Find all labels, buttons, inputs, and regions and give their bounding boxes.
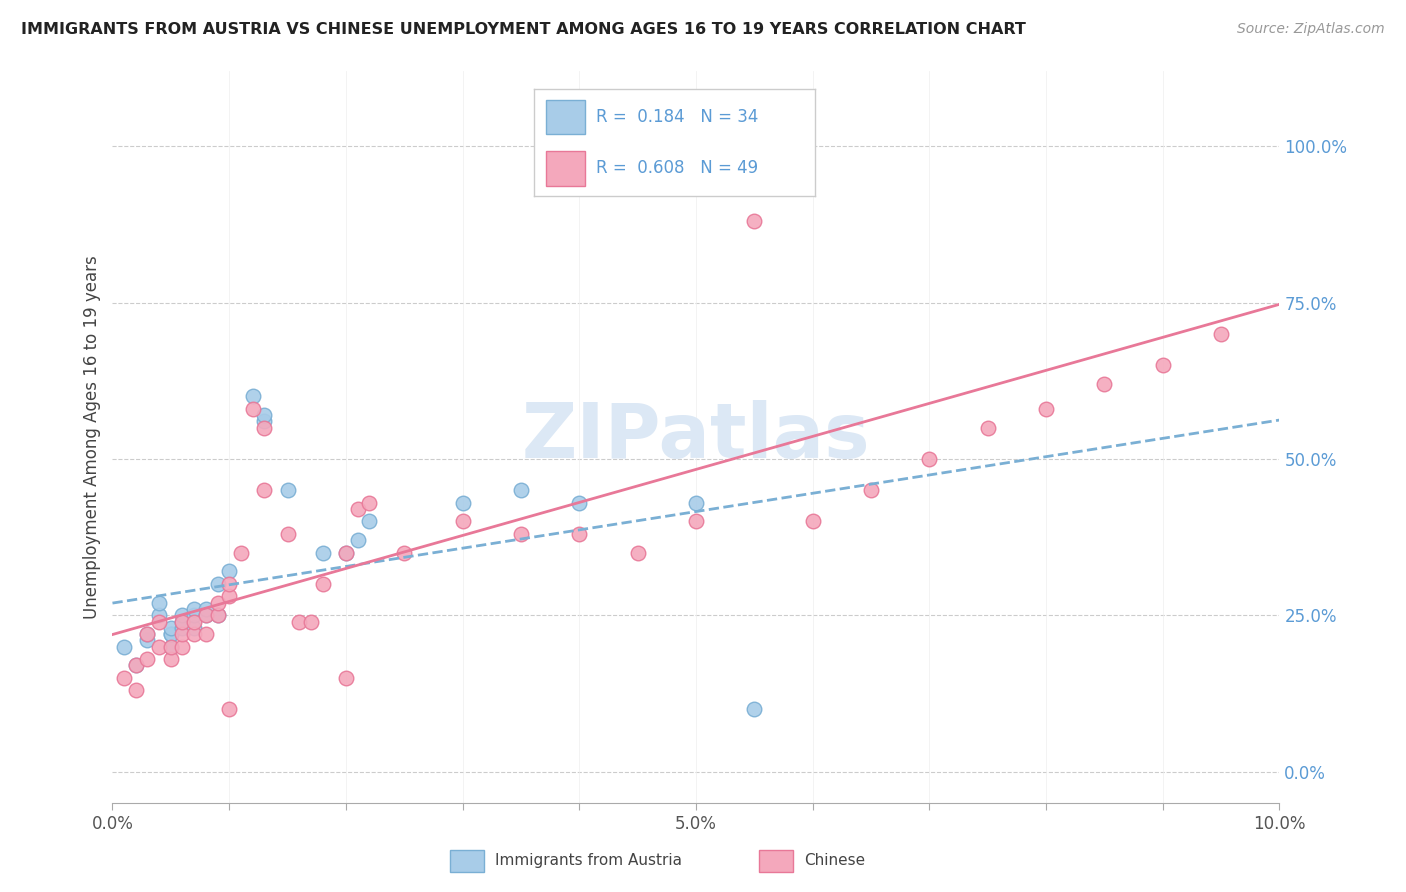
- Point: [335, 671, 357, 685]
- Point: [207, 608, 229, 623]
- Point: [288, 615, 311, 629]
- Point: [253, 414, 276, 428]
- Point: [1035, 401, 1057, 416]
- Point: [183, 615, 205, 629]
- Point: [253, 420, 276, 434]
- Point: [335, 546, 357, 560]
- Point: [160, 652, 183, 666]
- Point: [253, 483, 276, 498]
- Point: [172, 615, 194, 629]
- Point: [207, 608, 229, 623]
- Point: [335, 546, 357, 560]
- Point: [276, 483, 298, 498]
- Point: [451, 496, 474, 510]
- Point: [148, 615, 170, 629]
- Text: R =  0.608   N = 49: R = 0.608 N = 49: [596, 160, 758, 178]
- Point: [801, 515, 824, 529]
- Point: [568, 496, 591, 510]
- Point: [311, 577, 333, 591]
- Point: [172, 608, 194, 623]
- Point: [207, 577, 229, 591]
- Point: [359, 515, 381, 529]
- Point: [160, 627, 183, 641]
- Point: [112, 640, 135, 654]
- Point: [136, 627, 159, 641]
- Point: [112, 671, 135, 685]
- Point: [742, 702, 765, 716]
- Point: [148, 640, 170, 654]
- Point: [160, 621, 183, 635]
- Text: R =  0.184   N = 34: R = 0.184 N = 34: [596, 108, 758, 126]
- Point: [1152, 358, 1174, 372]
- Point: [976, 420, 998, 434]
- Point: [509, 527, 531, 541]
- Point: [359, 496, 381, 510]
- Y-axis label: Unemployment Among Ages 16 to 19 years: Unemployment Among Ages 16 to 19 years: [83, 255, 101, 619]
- Point: [125, 658, 148, 673]
- Point: [194, 627, 217, 641]
- Point: [136, 627, 159, 641]
- Point: [172, 640, 194, 654]
- Point: [1092, 376, 1115, 391]
- Bar: [450, 849, 484, 872]
- Point: [172, 615, 194, 629]
- Text: IMMIGRANTS FROM AUSTRIA VS CHINESE UNEMPLOYMENT AMONG AGES 16 TO 19 YEARS CORREL: IMMIGRANTS FROM AUSTRIA VS CHINESE UNEMP…: [21, 22, 1026, 37]
- Text: ZIPatlas: ZIPatlas: [522, 401, 870, 474]
- Point: [172, 621, 194, 635]
- Point: [148, 608, 170, 623]
- Point: [918, 452, 941, 467]
- Text: Chinese: Chinese: [804, 854, 865, 868]
- Point: [148, 596, 170, 610]
- Point: [451, 515, 474, 529]
- Point: [160, 627, 183, 641]
- Point: [626, 546, 648, 560]
- Point: [242, 389, 264, 403]
- Point: [218, 590, 240, 604]
- Point: [172, 627, 194, 641]
- Point: [125, 658, 148, 673]
- Point: [160, 640, 183, 654]
- Point: [207, 596, 229, 610]
- Point: [742, 139, 765, 153]
- Point: [136, 652, 159, 666]
- Point: [136, 633, 159, 648]
- Point: [194, 602, 217, 616]
- Bar: [546, 152, 585, 186]
- Point: [346, 502, 368, 516]
- Point: [183, 621, 205, 635]
- Point: [183, 627, 205, 641]
- Point: [685, 515, 707, 529]
- Point: [346, 533, 368, 548]
- Point: [218, 565, 240, 579]
- Bar: [546, 100, 585, 134]
- Point: [859, 483, 883, 498]
- Point: [685, 496, 707, 510]
- Point: [194, 608, 217, 623]
- Point: [1209, 326, 1232, 341]
- Point: [568, 527, 591, 541]
- Point: [253, 408, 276, 422]
- Point: [299, 615, 322, 629]
- Point: [229, 546, 252, 560]
- Point: [125, 683, 148, 698]
- Text: Immigrants from Austria: Immigrants from Austria: [495, 854, 682, 868]
- Point: [311, 546, 333, 560]
- Bar: [759, 849, 793, 872]
- Point: [242, 401, 264, 416]
- Point: [742, 214, 765, 228]
- Point: [160, 640, 183, 654]
- Point: [218, 702, 240, 716]
- Point: [218, 577, 240, 591]
- Point: [276, 527, 298, 541]
- Point: [183, 602, 205, 616]
- Point: [392, 546, 416, 560]
- Text: Source: ZipAtlas.com: Source: ZipAtlas.com: [1237, 22, 1385, 37]
- Point: [183, 608, 205, 623]
- Point: [194, 608, 217, 623]
- Point: [509, 483, 531, 498]
